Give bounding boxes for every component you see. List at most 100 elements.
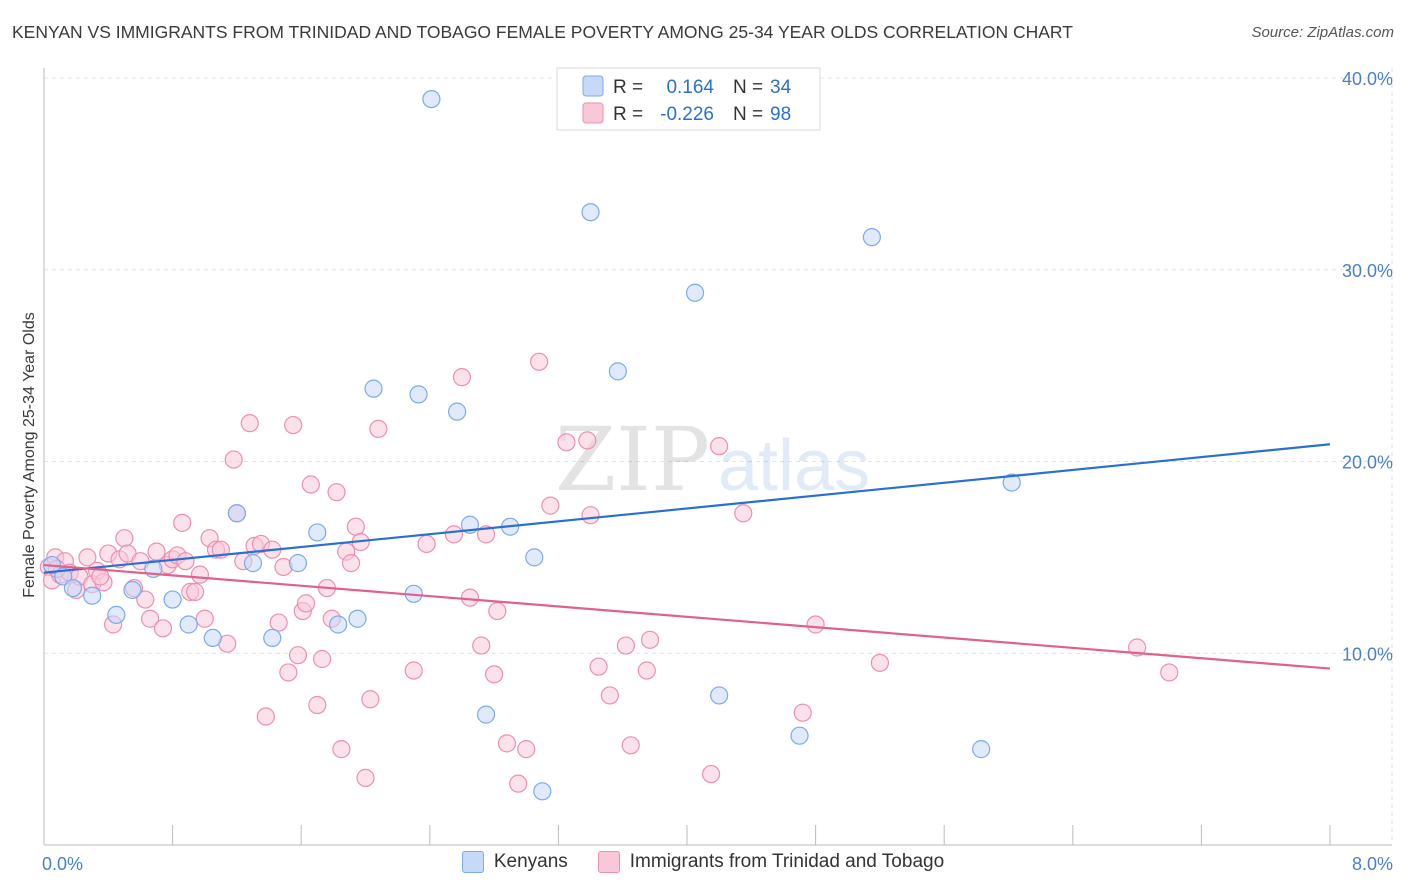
legend-r-label-1: R =: [613, 77, 643, 98]
trinidad-point: [332, 740, 351, 759]
trinidad-point: [186, 582, 205, 601]
y-tick-label: 40.0%: [1342, 69, 1393, 89]
trinidad-point: [452, 368, 472, 387]
x-tick-label-max: 8.0%: [1352, 854, 1393, 874]
kenyan-point: [179, 615, 198, 634]
kenyan-point: [63, 578, 83, 598]
kenyan-point: [533, 782, 552, 801]
bottom-legend-swatch-trinidad: [597, 851, 620, 873]
x-tick-labels: 0.0% 8.0%: [42, 854, 1393, 874]
trinidad-point: [444, 525, 464, 544]
trinidad-point: [136, 590, 155, 609]
trinidad-point: [312, 649, 332, 669]
bottom-legend-swatch-kenyans: [461, 851, 484, 873]
trinidad-point: [195, 609, 214, 628]
source-label: Source: ZipAtlas.com: [1251, 24, 1394, 41]
kenyan-point: [1002, 473, 1021, 492]
bottom-legend-label-kenyans: Kenyans: [493, 851, 568, 872]
trinidad-point: [404, 661, 423, 680]
kenyan-point: [123, 580, 142, 600]
trinidad-point: [176, 552, 195, 571]
trinidad-point: [140, 609, 160, 628]
trinidad-point: [279, 663, 298, 682]
legend-r-label-2: R =: [613, 104, 643, 125]
trinidad-point: [710, 437, 729, 456]
legend-r-value-1: 0.164: [666, 77, 714, 98]
kenyan-point: [608, 362, 627, 381]
y-tick-label: 20.0%: [1342, 453, 1393, 473]
trinidad-point: [640, 630, 660, 649]
trinidad-point: [637, 661, 656, 680]
kenyan-point: [163, 590, 182, 609]
y-tick-label: 10.0%: [1342, 644, 1393, 664]
bottom-legend-item-trinidad: Immigrants from Trinidad and Tobago: [597, 851, 945, 873]
kenyan-point: [364, 379, 383, 398]
trinidad-point: [115, 529, 134, 548]
x-tick-label-min: 0.0%: [42, 854, 83, 874]
bottom-legend-label-trinidad: Immigrants from Trinidad and Tobago: [629, 851, 945, 872]
trinidad-point: [616, 636, 636, 655]
trinidad-point: [517, 740, 536, 759]
trinidad-point: [240, 414, 259, 433]
axes: [43, 68, 1392, 846]
trinidad-point: [793, 703, 812, 722]
kenyan-point: [710, 686, 729, 705]
y-tick-labels: 10.0% 20.0% 30.0% 40.0%: [1342, 69, 1393, 664]
trinidad-point: [870, 653, 890, 672]
legend-n-label-1: N =: [733, 77, 763, 98]
trinidad-point: [296, 594, 316, 613]
trinidad-point: [361, 690, 380, 709]
legend-r-value-2: -0.226: [660, 104, 714, 125]
kenyan-point: [972, 740, 991, 759]
trinidad-point: [147, 542, 166, 561]
trinidad-point: [308, 695, 327, 715]
kenyan-point: [203, 628, 222, 648]
trinidad-point: [460, 588, 480, 607]
kenyan-point: [422, 89, 441, 109]
trinidad-point: [541, 496, 560, 515]
legend-n-value-2: 98: [770, 104, 791, 125]
watermark-atlas: atlas: [718, 426, 870, 506]
kenyan-point: [862, 228, 881, 247]
trinidad-point: [734, 504, 753, 523]
trinidad-point: [621, 736, 640, 755]
kenyan-point: [448, 402, 467, 421]
legend-n-value-1: 34: [770, 77, 792, 98]
trinidad-point: [488, 601, 507, 621]
trinidad-point: [472, 636, 491, 655]
kenyan-trend-line: [43, 443, 1331, 574]
kenyan-point: [476, 705, 496, 724]
trinidad-point: [578, 431, 597, 450]
trinidad-trend-line: [43, 563, 1331, 670]
kenyan-point: [581, 203, 600, 222]
trinidad-point: [476, 525, 496, 544]
trinidad-point: [173, 513, 192, 532]
trinidad-point: [509, 774, 528, 793]
kenyan-point: [288, 554, 308, 573]
watermark: ZIP atlas: [555, 408, 870, 511]
trinidad-point: [581, 506, 600, 525]
trinidad-point: [1160, 663, 1179, 682]
kenyan-point: [685, 283, 705, 302]
kenyan-point: [107, 605, 126, 625]
trinidad-point: [356, 768, 375, 787]
kenyan-point: [308, 523, 327, 542]
chart-title: KENYAN VS IMMIGRANTS FROM TRINIDAD AND T…: [12, 22, 1073, 42]
trinidad-point: [485, 665, 504, 684]
kenyan-point: [329, 615, 348, 634]
trinidad-point: [702, 764, 721, 784]
watermark-zip: ZIP: [555, 408, 710, 511]
trinidad-point: [497, 734, 517, 753]
trinidad-point: [417, 534, 436, 554]
trinidad-point: [256, 707, 275, 726]
kenyan-point: [525, 548, 544, 567]
trinidad-point: [806, 615, 825, 634]
trinidad-point: [78, 548, 97, 567]
legend-swatch-kenyans: [582, 75, 604, 97]
kenyan-point: [227, 504, 246, 523]
trend-lines: [43, 443, 1331, 670]
trinidad-point: [341, 554, 361, 573]
kenyan-point: [409, 385, 428, 404]
trinidad-point: [269, 613, 288, 632]
